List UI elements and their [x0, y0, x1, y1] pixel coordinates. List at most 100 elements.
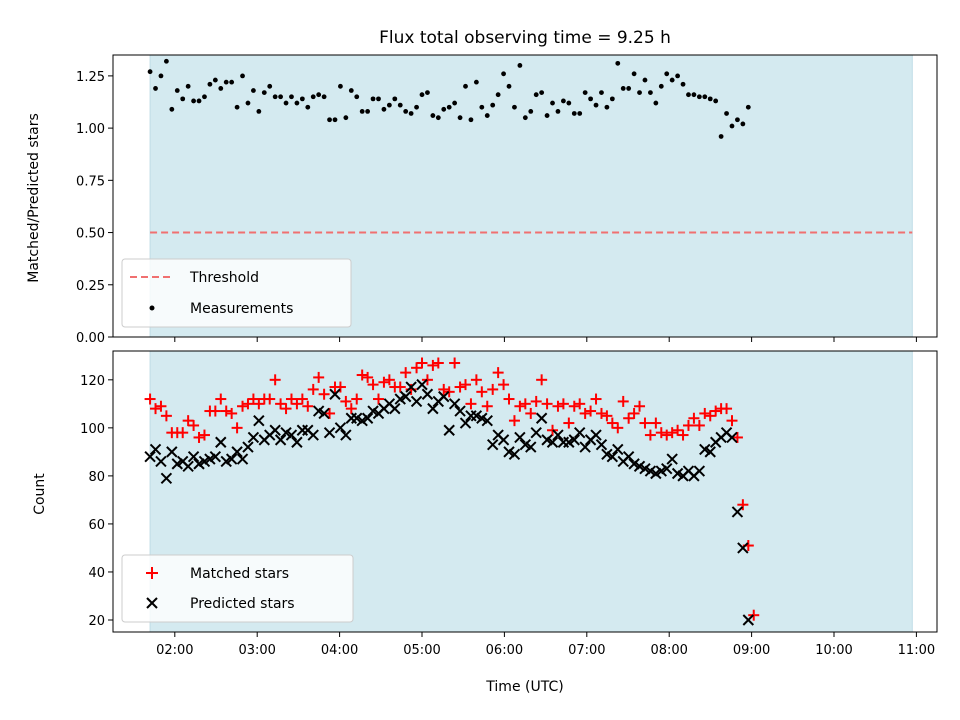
data-point [519, 398, 531, 410]
data-point [557, 398, 569, 410]
data-point [421, 374, 433, 386]
data-point [724, 111, 729, 116]
data-point [256, 109, 262, 114]
x-tick-label: 11:00 [898, 643, 935, 658]
data-point [327, 117, 332, 123]
data-point [704, 446, 716, 458]
data-point [356, 369, 368, 381]
top-axes-frame [112, 54, 938, 338]
data-point [748, 609, 760, 621]
data-point [693, 465, 706, 477]
data-point [508, 448, 521, 460]
data-point [408, 111, 414, 116]
data-point [242, 441, 254, 453]
data-point [177, 427, 189, 439]
data-point [310, 94, 316, 100]
data-point [449, 357, 461, 369]
data-point [745, 104, 751, 110]
data-point [497, 434, 510, 446]
data-point [421, 388, 434, 400]
data-point [215, 393, 227, 405]
data-point [359, 109, 365, 114]
data-point [666, 453, 678, 465]
x-tick-label: 05:00 [403, 643, 440, 658]
data-point [394, 381, 406, 393]
x-tick-label: 02:00 [156, 643, 193, 658]
data-point [411, 362, 423, 374]
data-point [590, 393, 602, 405]
data-point [650, 417, 662, 429]
data-point [302, 400, 314, 412]
data-point [182, 415, 194, 427]
data-point [669, 77, 675, 83]
y-tick-label: 0.75 [76, 174, 105, 189]
data-point [321, 94, 327, 100]
data-point [486, 438, 499, 451]
data-point [405, 381, 417, 393]
data-point [329, 388, 341, 400]
data-point [155, 455, 167, 468]
data-point [245, 100, 251, 106]
legend-measurements-swatch [149, 305, 155, 311]
data-point [345, 403, 357, 415]
data-point [568, 434, 580, 446]
data-point [153, 86, 158, 91]
data-point [351, 393, 363, 405]
x-axis-title: Time (UTC) [485, 679, 563, 695]
data-point [672, 424, 684, 436]
data-point [403, 109, 409, 114]
data-point [512, 104, 517, 110]
data-point [606, 417, 618, 429]
data-point [240, 73, 245, 79]
data-point [307, 383, 319, 395]
data-point [226, 407, 238, 419]
data-point [215, 436, 227, 448]
data-point [525, 407, 537, 419]
data-point [332, 117, 338, 123]
data-point [234, 104, 240, 110]
bottom-series-matched-stars [144, 357, 760, 621]
data-point [560, 98, 566, 104]
data-point [316, 92, 322, 98]
bottom-series-predicted-stars [144, 378, 755, 626]
data-point [348, 88, 354, 93]
data-point [490, 102, 496, 108]
data-point [432, 357, 444, 369]
data-point [354, 94, 360, 100]
data-point [174, 88, 180, 93]
data-point [539, 90, 545, 95]
data-point [231, 422, 243, 434]
data-point [544, 113, 550, 118]
data-point [626, 86, 632, 91]
data-point [588, 96, 593, 102]
data-point [517, 63, 523, 68]
data-point [612, 443, 624, 456]
data-point [267, 83, 273, 89]
data-point [731, 506, 744, 518]
data-point [484, 113, 490, 118]
data-point [628, 407, 640, 419]
data-point [582, 90, 588, 95]
data-point [427, 359, 439, 371]
data-point [547, 424, 559, 436]
data-point [595, 438, 608, 451]
data-point [487, 383, 499, 395]
data-point [305, 104, 311, 110]
x-tick-label: 09:00 [733, 643, 770, 658]
x-tick-label: 10:00 [815, 643, 852, 658]
data-point [658, 83, 664, 89]
data-point [623, 412, 635, 424]
data-point [237, 400, 249, 412]
data-point [196, 98, 202, 104]
data-point [680, 81, 686, 87]
data-point [399, 390, 412, 403]
data-point [721, 403, 733, 415]
data-point [599, 90, 604, 95]
data-point [617, 395, 629, 407]
data-point [536, 374, 548, 386]
data-point [416, 378, 428, 391]
data-point [655, 427, 667, 439]
y-tick-label: 0.25 [76, 279, 105, 294]
data-point [476, 386, 488, 398]
data-point [231, 446, 243, 458]
